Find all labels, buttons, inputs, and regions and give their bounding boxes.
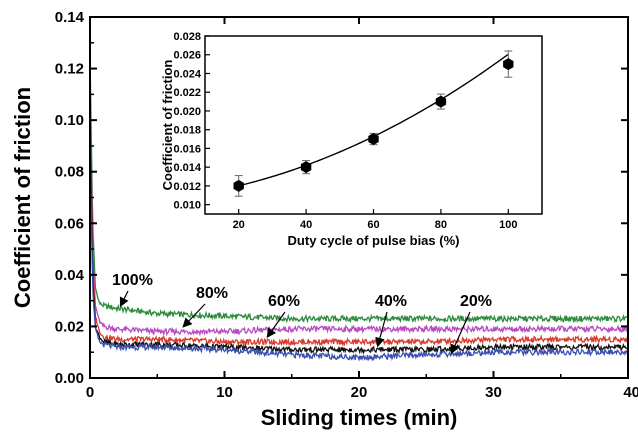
inset-data-point: [300, 161, 312, 174]
x-tick-label: 0: [86, 384, 94, 401]
inset-y-tick-label: 0.016: [173, 143, 201, 155]
annotation-label: 20%: [460, 293, 492, 310]
annotation-arrow: [266, 311, 286, 338]
inset-frame: [204, 35, 543, 215]
y-tick-label: 0.08: [55, 164, 84, 181]
inset-y-tick-label: 0.028: [173, 31, 201, 43]
inset-y-tick-label: 0.026: [173, 50, 201, 62]
inset-data-point: [503, 58, 514, 71]
inset-y-tick-label: 0.024: [173, 68, 201, 80]
y-tick-label: 0.12: [55, 61, 84, 78]
annotation-label: 80%: [196, 285, 228, 302]
x-tick-label: 30: [485, 384, 502, 401]
x-tick-label: 40: [623, 384, 638, 401]
y-tick-label: 0.14: [55, 9, 85, 26]
x-tick-label: 10: [216, 384, 233, 401]
y-tick-label: 0.00: [55, 370, 84, 387]
series-line-40pct: [89, 121, 629, 355]
main-plot: 0 10 20 30 40 0.00 0.02 0.04 0.06 0.08 0.10 0.12 0.1…: [10, 9, 638, 430]
inset-y-tick-label: 0.010: [173, 200, 201, 212]
series-group: [89, 56, 629, 362]
inset-y-axis-title: Coefficient of friction: [160, 60, 175, 191]
annotation-arrow: [182, 303, 206, 328]
annotation-arrow: [450, 311, 471, 355]
inset-x-tick-label: 80: [435, 219, 447, 231]
inset-data-point: [368, 133, 379, 146]
inset-data-point: [233, 179, 244, 192]
inset-data-point: [435, 95, 447, 108]
annotation-arrow: [119, 290, 129, 308]
annotation-label: 100%: [112, 272, 153, 289]
inset-y-tick-label: 0.018: [173, 125, 201, 137]
y-tick-label: 0.10: [55, 112, 84, 129]
y-axis-title: Coefficient of friction: [10, 87, 35, 308]
inset-y-tick-label: 0.020: [173, 106, 201, 118]
inset-y-tick-label: 0.012: [173, 181, 201, 193]
series-line-60pct: [89, 100, 629, 348]
annotation-label: 60%: [268, 293, 300, 310]
series-line-100pct: [89, 56, 629, 324]
series-line-20pct: [89, 147, 629, 362]
inset-y-tick-label: 0.022: [173, 87, 201, 99]
inset-x-tick-label: 100: [499, 219, 517, 231]
y-tick-label: 0.02: [55, 318, 84, 335]
inset-plot: 20 40 60 80 100 0.010 0.012 0.014 0.016 0.018 0.02…: [160, 31, 543, 248]
x-axis-title: Sliding times (min): [261, 405, 458, 430]
series-line-80pct: [89, 75, 629, 337]
x-tick-label: 20: [351, 384, 368, 401]
y-tick-label: 0.04: [55, 267, 85, 284]
inset-x-tick-label: 40: [300, 219, 312, 231]
annotation-arrow: [375, 311, 388, 348]
inset-x-axis-title: Duty cycle of pulse bias (%): [288, 233, 460, 248]
y-tick-label: 0.06: [55, 215, 84, 232]
inset-y-tick-label: 0.014: [173, 162, 201, 174]
inset-x-tick-label: 20: [233, 219, 245, 231]
annotation-label: 40%: [375, 293, 407, 310]
inset-x-tick-label: 60: [367, 219, 379, 231]
